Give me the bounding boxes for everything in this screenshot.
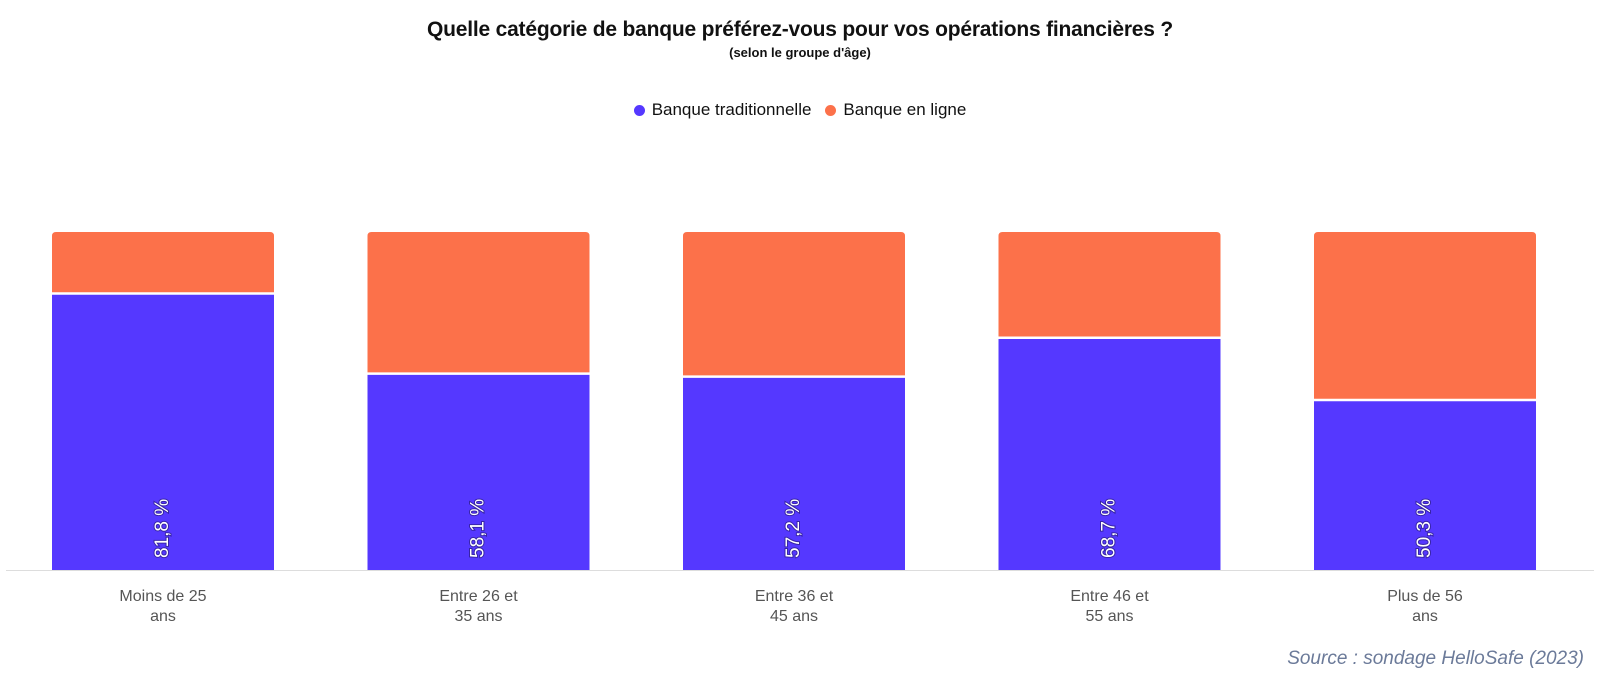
chart-title: Quelle catégorie de banque préférez-vous… <box>426 18 1174 41</box>
bar-online-3 <box>998 232 1221 338</box>
legend-label-traditional: Banque traditionnelle <box>651 100 812 119</box>
category-label-4-0: Plus de 56 <box>1387 588 1463 605</box>
bar-online-4 <box>1314 232 1536 400</box>
category-label-2-1: 45 ans <box>770 608 818 625</box>
legend-dot-online <box>825 104 837 116</box>
data-label-0: 81,8 % <box>152 499 173 558</box>
bar-traditional-2 <box>683 376 905 570</box>
bar-traditional-0 <box>52 293 274 570</box>
category-label-3-1: 55 ans <box>1085 608 1133 625</box>
chart-legend: Banque traditionnelle Banque en ligne <box>0 100 1600 120</box>
category-label-4-1: ans <box>1412 608 1438 625</box>
chart-subtitle: (selon le groupe d'âge) <box>729 45 871 60</box>
bar-online-1 <box>367 232 590 374</box>
category-label-2-0: Entre 36 et <box>755 588 834 605</box>
data-label-1: 58,1 % <box>468 499 489 558</box>
legend-dot-traditional <box>633 104 645 116</box>
data-label-3: 68,7 % <box>1099 499 1120 558</box>
category-label-1-1: 35 ans <box>454 608 502 625</box>
bar-traditional-3 <box>998 337 1221 570</box>
legend-item-online[interactable]: Banque en ligne <box>825 100 966 120</box>
source-note: Source : sondage HelloSafe (2023) <box>1287 648 1584 669</box>
category-label-3-0: Entre 46 et <box>1070 588 1149 605</box>
legend-item-traditional[interactable]: Banque traditionnelle <box>633 100 812 120</box>
bar-online-0 <box>52 232 274 294</box>
category-label-0-0: Moins de 25 <box>119 588 206 605</box>
legend-label-online: Banque en ligne <box>843 100 967 119</box>
category-label-1-0: Entre 26 et <box>439 588 518 605</box>
bar-traditional-4 <box>1314 399 1536 570</box>
bar-traditional-1 <box>367 373 590 570</box>
category-label-0-1: ans <box>150 608 176 625</box>
bar-online-2 <box>683 232 905 377</box>
data-label-2: 57,2 % <box>783 499 804 558</box>
data-label-4: 50,3 % <box>1414 499 1435 558</box>
